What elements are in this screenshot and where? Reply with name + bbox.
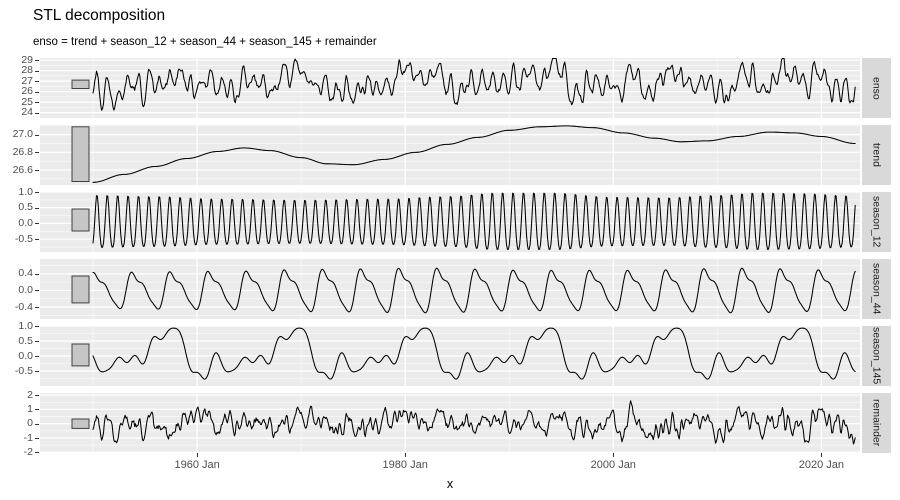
y-tick-mark: [35, 91, 39, 93]
y-tick-label: 26: [21, 85, 33, 98]
trend-series-line: [92, 125, 856, 183]
y-tick-label: 0.5: [18, 201, 33, 214]
season_145-scale-bar: [71, 343, 90, 367]
y-tick-mark: [35, 192, 39, 193]
x-tick-label: 1980 Jan: [382, 459, 428, 471]
y-tick-label: 0.5: [18, 334, 33, 347]
y-tick-label: 0.4: [18, 267, 33, 280]
season_12-scale-bar: [71, 208, 90, 232]
y-tick-label: 0.0: [18, 216, 33, 229]
strip-season_12: season_12: [862, 192, 891, 252]
panel-enso: [40, 58, 860, 118]
panel-background: [40, 259, 860, 319]
y-tick-label: -0.4: [14, 300, 33, 313]
y-tick-mark: [35, 223, 39, 225]
panel-trend: [40, 125, 860, 185]
y-tick-label: 28: [21, 64, 33, 77]
y-tick-label: 26.8: [12, 145, 33, 158]
strip-label-remainder: remainder: [870, 399, 883, 447]
panel-remainder: [40, 393, 860, 453]
y-tick-mark: [35, 239, 39, 241]
season_44-series-line: [92, 267, 856, 314]
x-axis-title: x: [446, 477, 454, 491]
y-tick-mark: [35, 341, 39, 342]
trend-scale-bar: [71, 126, 90, 183]
y-tick-label: 25: [21, 95, 33, 108]
remainder-scale-bar: [71, 418, 90, 429]
y-tick-label: 1.0: [18, 319, 33, 332]
y-tick-mark: [35, 290, 39, 292]
y-tick-mark: [35, 60, 39, 62]
x-tick-label: 2020 Jan: [798, 459, 845, 471]
remainder-series-line: [92, 400, 856, 445]
y-tick-mark: [35, 273, 39, 275]
y-tick-mark: [35, 326, 39, 327]
x-tick-label: 1960 Jan: [174, 459, 220, 471]
y-tick-label: 24: [21, 106, 33, 119]
strip-label-enso: enso: [870, 76, 883, 100]
y-tick-mark: [35, 409, 39, 411]
panel-season_44: [40, 259, 860, 319]
enso-series-line: [92, 58, 856, 111]
strip-trend: trend: [862, 125, 891, 185]
y-tick-label: -0.5: [14, 232, 33, 245]
y-tick-label: -0.5: [14, 364, 33, 377]
strip-label-trend: trend: [870, 143, 883, 167]
season_44-scale-bar: [71, 275, 90, 304]
panel-season_145: [40, 326, 860, 386]
y-tick-label: 1: [27, 402, 33, 415]
panel-background: [40, 58, 860, 118]
y-tick-mark: [35, 70, 39, 72]
chart-subtitle: enso = trend + season_12 + season_44 + s…: [33, 36, 377, 48]
y-tick-mark: [35, 371, 39, 372]
y-tick-label: 26.6: [12, 163, 33, 176]
y-tick-label: -1: [23, 431, 33, 444]
enso-scale-bar: [71, 79, 90, 89]
y-tick-label: 29: [21, 53, 33, 66]
y-tick-mark: [35, 81, 39, 83]
chart-title: STL decomposition: [33, 7, 166, 24]
x-tick-mark: [405, 453, 407, 457]
y-tick-mark: [35, 102, 39, 104]
y-tick-mark: [35, 452, 39, 454]
y-tick-mark: [35, 207, 39, 209]
season_145-series-line: [92, 327, 856, 380]
y-tick-label: 0: [27, 417, 33, 430]
strip-season_44: season_44: [862, 259, 891, 319]
x-tick-mark: [821, 453, 823, 457]
strip-remainder: remainder: [862, 393, 891, 453]
y-tick-label: 2: [27, 388, 33, 401]
y-tick-mark: [35, 438, 39, 439]
y-tick-mark: [35, 134, 39, 136]
x-tick-label: 2000 Jan: [590, 459, 636, 471]
strip-label-season_44: season_44: [870, 263, 883, 315]
y-tick-label: 27: [21, 74, 33, 87]
y-tick-label: 1.0: [18, 185, 33, 198]
strip-enso: enso: [862, 58, 891, 118]
season_12-series-line: [92, 192, 856, 250]
y-tick-mark: [35, 307, 39, 308]
panel-background: [40, 125, 860, 185]
y-tick-label: -2: [23, 445, 33, 458]
strip-label-season_145: season_145: [870, 327, 883, 385]
x-tick-mark: [197, 453, 199, 457]
y-tick-label: 0.0: [18, 283, 33, 296]
y-tick-mark: [35, 170, 39, 171]
y-tick-mark: [35, 152, 39, 154]
strip-label-season_12: season_12: [870, 196, 883, 248]
y-tick-mark: [35, 112, 39, 114]
y-tick-label: 0.0: [18, 349, 33, 362]
x-tick-mark: [613, 453, 615, 457]
y-tick-mark: [35, 423, 39, 425]
y-tick-mark: [35, 356, 39, 357]
y-tick-label: 27.0: [12, 128, 33, 141]
y-tick-mark: [35, 395, 39, 397]
panel-season_12: [40, 192, 860, 252]
strip-season_145: season_145: [862, 326, 891, 386]
